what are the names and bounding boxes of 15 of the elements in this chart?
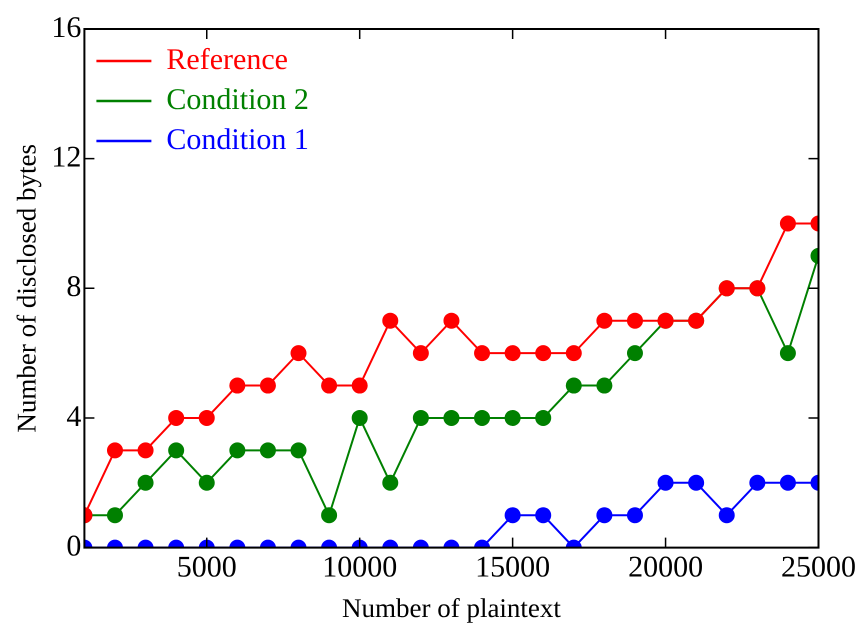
x-tick-label: 25000 [781,550,856,584]
y-tick-label: 12 [51,140,82,174]
y-tick-label: 4 [66,400,82,433]
y-tick-label: 0 [66,529,82,562]
x-tick-label: 10000 [322,550,398,584]
y-tick-label: 8 [66,270,82,304]
legend-label: Condition 2 [166,82,309,116]
x-tick-label: 15000 [475,550,550,584]
legend-label: Condition 1 [166,122,309,156]
x-tick-label: 20000 [628,550,704,584]
x-tick-label: 5000 [176,550,237,584]
legend-label: Reference [166,42,288,76]
y-tick-label: 16 [51,10,82,44]
y-axis-title: Number of disclosed bytes [11,144,42,433]
x-axis-title: Number of plaintext [342,592,562,623]
